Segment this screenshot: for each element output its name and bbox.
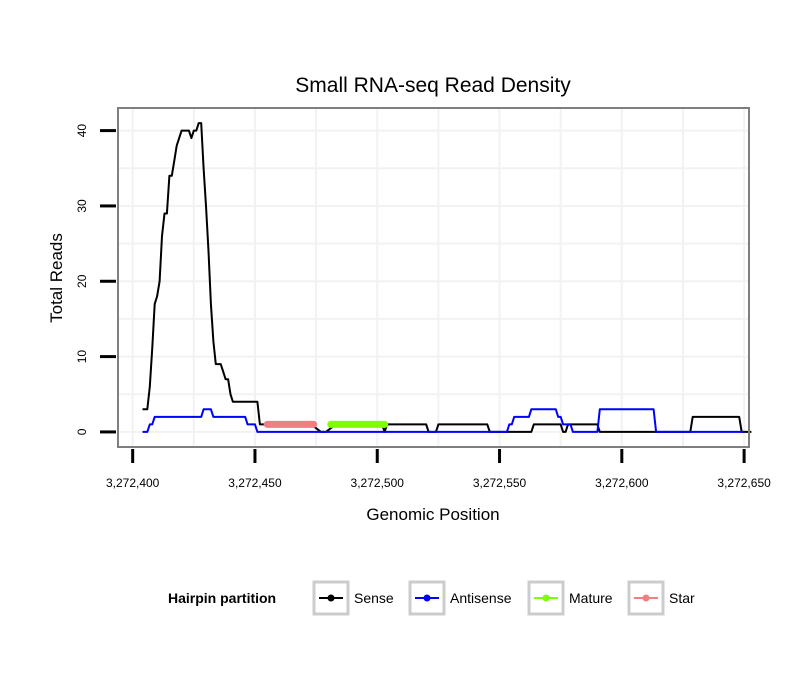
gridlines bbox=[118, 108, 749, 447]
legend-key-point bbox=[642, 594, 650, 602]
series-line-antisense bbox=[142, 408, 745, 433]
series-lines bbox=[142, 122, 752, 433]
y-axis-title: Total Reads bbox=[47, 233, 66, 323]
axis-ticks: 3,272,400 3,272,450 3,272,500 3,272,550 3,27… bbox=[75, 124, 771, 490]
x-tick-label: 3,272,650 bbox=[717, 476, 771, 490]
legend-key-point bbox=[423, 594, 431, 602]
plot-panel-border bbox=[117, 107, 750, 448]
series-line-sense bbox=[142, 122, 752, 433]
x-tick-label: 3,272,500 bbox=[351, 476, 405, 490]
legend-label-mature: Mature bbox=[569, 590, 613, 606]
y-tick-label: 30 bbox=[75, 199, 89, 213]
legend-key-point bbox=[327, 594, 335, 602]
legend-key-point bbox=[542, 594, 550, 602]
y-tick-label: 40 bbox=[75, 124, 89, 138]
y-tick-label: 0 bbox=[75, 428, 89, 435]
legend-title: Hairpin partition bbox=[168, 590, 276, 606]
x-tick-label: 3,272,450 bbox=[228, 476, 282, 490]
x-tick-label: 3,272,550 bbox=[473, 476, 527, 490]
x-tick-label: 3,272,400 bbox=[106, 476, 160, 490]
x-tick-label: 3,272,600 bbox=[595, 476, 649, 490]
y-tick-label: 10 bbox=[75, 350, 89, 364]
legend: Hairpin partition Sense Antisense Mature St… bbox=[168, 580, 695, 616]
x-axis-title: Genomic Position bbox=[366, 505, 499, 524]
chart-title: Small RNA-seq Read Density bbox=[295, 74, 571, 97]
legend-label-star: Star bbox=[669, 590, 695, 606]
legend-label-antisense: Antisense bbox=[450, 590, 512, 606]
legend-label-sense: Sense bbox=[354, 590, 394, 606]
y-tick-label: 20 bbox=[75, 274, 89, 288]
